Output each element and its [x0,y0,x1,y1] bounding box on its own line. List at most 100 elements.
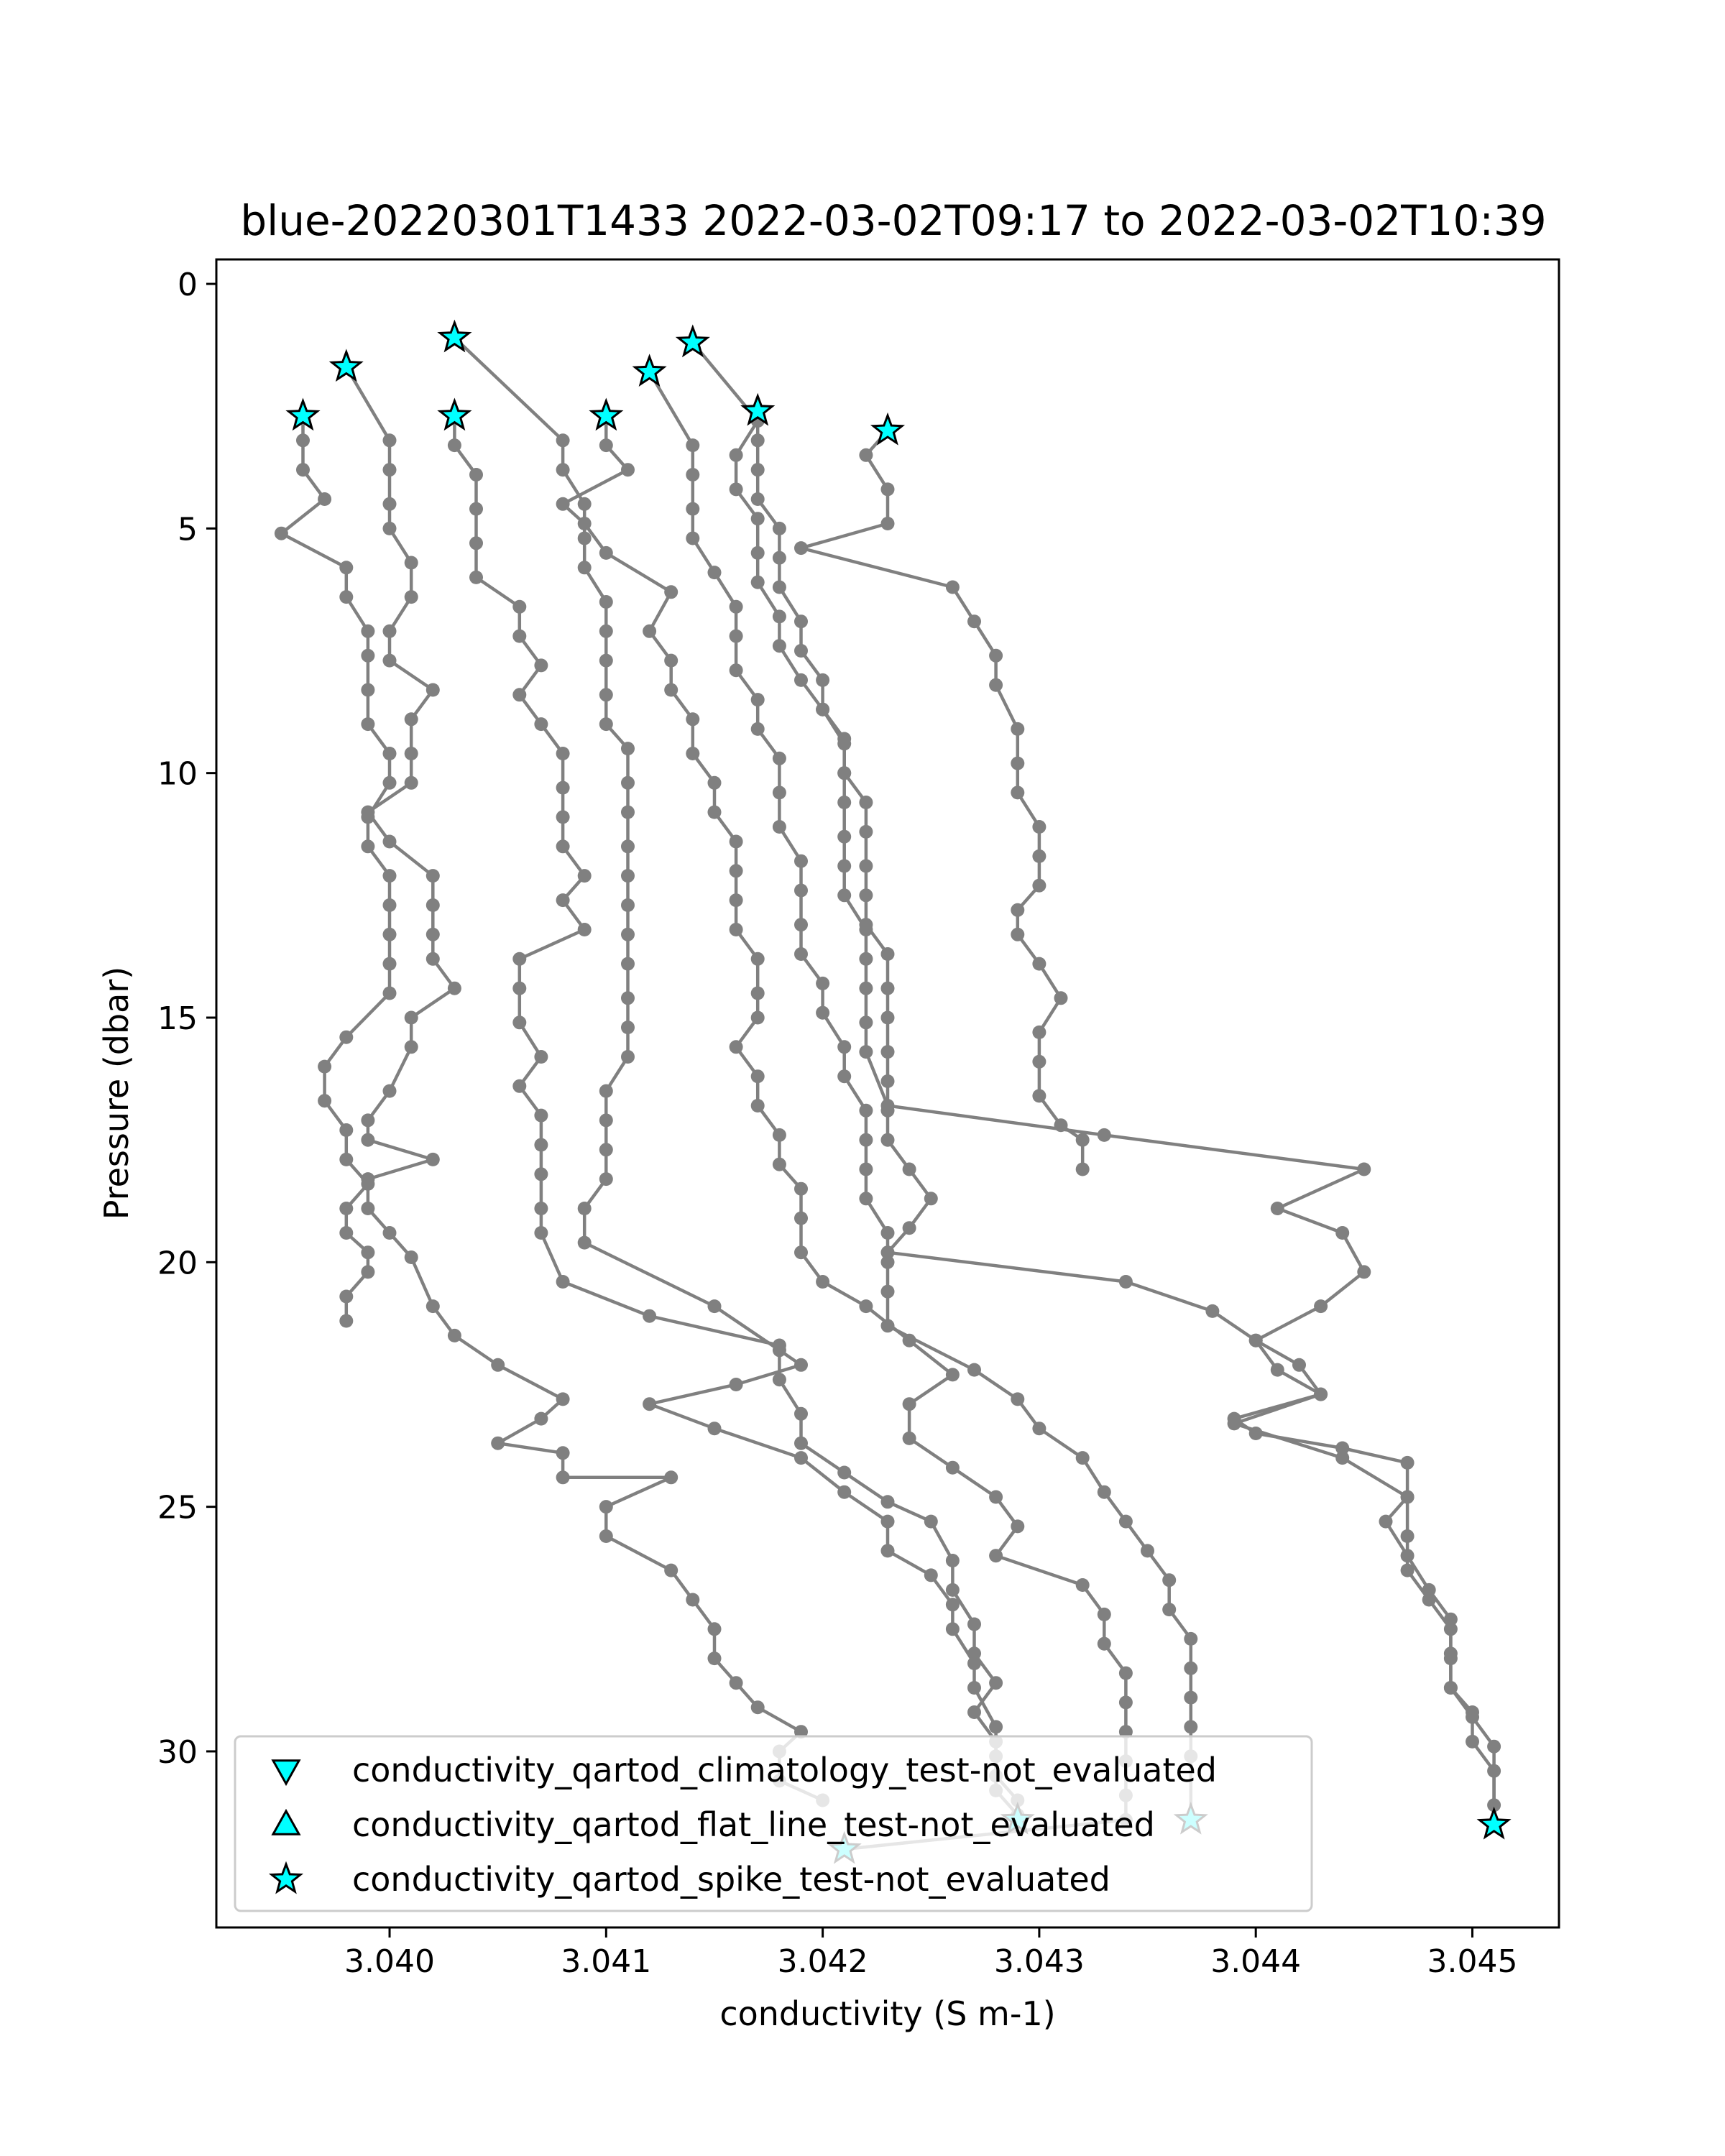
data-point [859,1299,873,1314]
data-point [621,463,635,477]
data-point [534,1108,548,1123]
data-point [772,820,786,834]
data-point [664,653,678,668]
data-point [469,536,483,550]
data-point [1032,849,1046,863]
data-point [880,1544,895,1558]
data-point [902,1431,916,1445]
data-point [339,1030,354,1044]
data-point [1118,1666,1133,1680]
data-point [664,683,678,697]
data-point [945,580,960,594]
data-point [599,1084,613,1098]
data-point [772,609,786,624]
data-point [1443,1612,1458,1626]
data-point [750,693,765,707]
legend-label: conductivity_qartod_flat_line_test-not_e… [352,1805,1155,1844]
data-point [880,1074,895,1088]
data-point [859,859,873,873]
data-point [1011,786,1025,800]
data-point [837,1040,852,1054]
data-point [989,1490,1003,1504]
data-point [1032,1089,1046,1103]
data-point [382,433,397,448]
data-point [794,1358,808,1372]
data-point [512,981,527,995]
legend-label: conductivity_qartod_climatology_test-not… [352,1751,1217,1789]
data-point [599,595,613,609]
data-point [859,952,873,966]
data-point [361,1245,375,1260]
data-point [729,629,743,643]
data-point [880,482,895,497]
data-point [361,1202,375,1215]
data-point [512,629,527,643]
data-point [426,1152,440,1166]
data-point [1011,1392,1025,1406]
data-point [837,829,852,844]
data-point [794,947,808,961]
data-point [729,663,743,678]
series-8 [794,423,1090,1176]
data-point [664,1470,678,1485]
data-point [859,1192,873,1206]
data-point [729,448,743,462]
data-point [902,1221,916,1235]
data-point [534,1167,548,1181]
data-point [859,824,873,839]
data-point [382,1226,397,1240]
data-point [361,1113,375,1128]
data-point [1466,1734,1479,1749]
data-point [794,1406,808,1421]
data-point [1011,903,1025,917]
data-point [599,653,613,668]
data-point [534,1202,548,1215]
data-point [750,492,765,506]
data-point [556,780,570,795]
data-point [382,1084,397,1098]
data-point [404,1010,418,1025]
data-point [750,545,765,560]
data-point [967,1657,981,1670]
plot-area-frame [215,258,1560,1929]
data-point [534,1411,548,1426]
data-point [750,1069,765,1084]
data-point [1400,1529,1414,1543]
data-point [750,952,765,966]
data-point [772,1157,786,1171]
data-point [404,747,418,760]
data-point [945,1368,960,1382]
data-point [1032,1054,1046,1069]
data-point [1184,1631,1198,1646]
data-point [859,1015,873,1030]
data-point [404,775,418,790]
series-9 [750,404,1501,1832]
x-tick-label: 3.040 [344,1943,435,1980]
y-axis: 0 5 10 15 20 25 30 [157,267,216,1771]
star-marker-icon [268,1861,304,1894]
data-point [794,883,808,898]
data-point [534,717,548,732]
data-point [382,747,397,760]
data-point [924,1192,938,1206]
data-point [599,717,613,732]
data-point [577,517,592,530]
data-point [837,766,852,780]
data-point [967,1705,981,1719]
data-point [361,717,375,732]
data-point [1032,1025,1046,1039]
data-point [1118,1725,1133,1739]
data-point [880,1319,895,1333]
data-point [880,1133,895,1147]
data-point [794,1245,808,1260]
chart-title: blue-20220301T1433 2022-03-02T09:17 to 2… [240,196,1546,245]
data-point [512,952,527,966]
data-point [794,644,808,658]
data-point [447,438,461,453]
data-point [880,1103,895,1118]
data-point [750,1099,765,1112]
y-tick-label: 20 [157,1245,198,1281]
data-point [318,1059,332,1074]
data-point [1248,1427,1263,1440]
data-point [1075,1162,1090,1176]
